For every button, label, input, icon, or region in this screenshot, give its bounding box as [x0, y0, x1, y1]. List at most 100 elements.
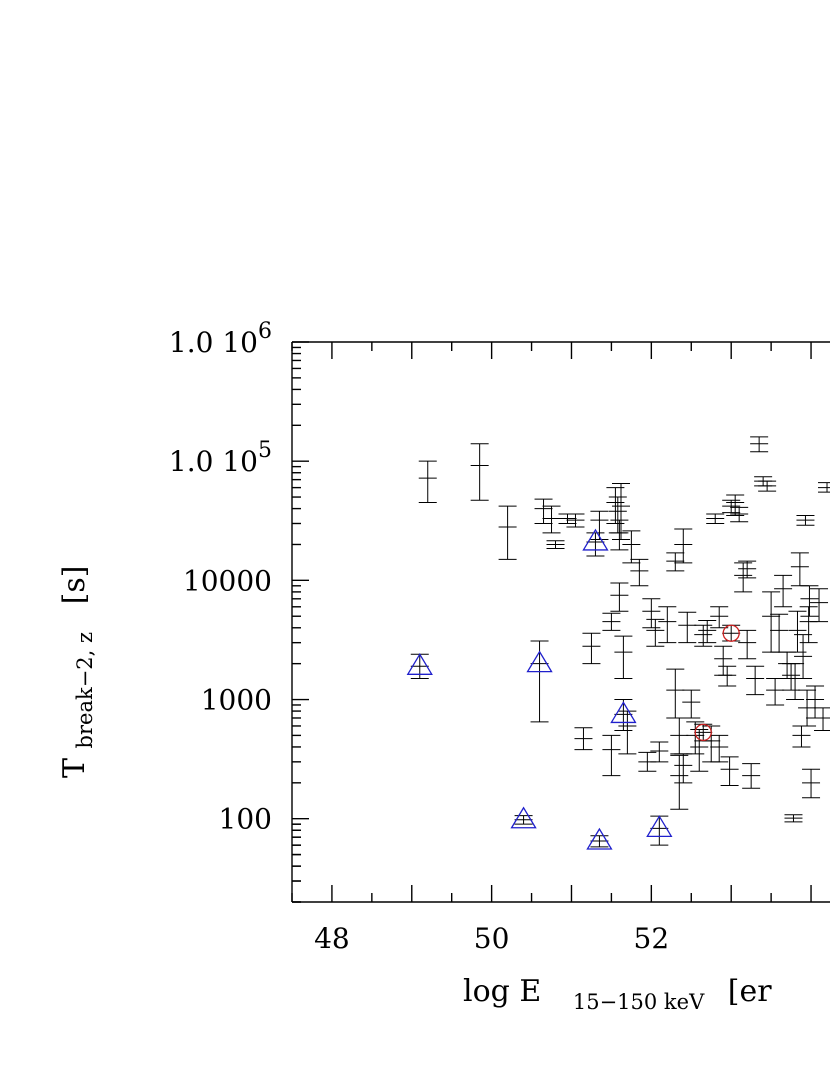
- data-point-cross: [766, 678, 785, 706]
- data-point-circle: [722, 624, 741, 642]
- y-axis-label-sub: break−2, z: [73, 632, 97, 749]
- data-point-cross: [686, 721, 705, 755]
- data-point-cross: [774, 574, 793, 608]
- data-point-cross: [610, 519, 629, 551]
- x-tick-label: 50: [474, 922, 510, 955]
- x-axis-label-unit: [er: [728, 974, 772, 1009]
- data-point-cross: [710, 734, 729, 763]
- data-point-cross: [786, 663, 805, 701]
- y-tick-base: 10: [222, 326, 258, 359]
- data-point-cross: [726, 494, 745, 517]
- data-point-cross: [618, 710, 637, 755]
- data-point-cross: [611, 482, 630, 541]
- data-point-cross: [788, 610, 807, 653]
- circle-marker: [694, 723, 712, 742]
- data-point-cross: [799, 606, 818, 644]
- data-point-triangle: [406, 653, 433, 680]
- data-point-cross: [498, 505, 517, 560]
- data-point-cross: [642, 598, 661, 629]
- data-point-cross: [534, 498, 553, 524]
- data-point-cross: [646, 618, 665, 647]
- data-point-cross: [658, 606, 677, 644]
- x-tick-label: 48: [314, 922, 350, 955]
- data-point-cross: [678, 611, 697, 644]
- data-point-cross: [566, 513, 585, 528]
- data-point-cross: [758, 480, 777, 492]
- x-axis-label-main: log E: [463, 974, 541, 1009]
- triangle-marker: [526, 650, 553, 673]
- data-point-cross: [590, 510, 609, 541]
- data-point-cross: [800, 585, 819, 617]
- y-tick-base: 10: [222, 445, 258, 478]
- data-point-cross: [418, 460, 437, 504]
- data-point-cross: [810, 588, 829, 623]
- y-tick-label: 100: [219, 803, 272, 836]
- data-point-cross: [738, 629, 757, 660]
- data-point-cross: [818, 482, 830, 493]
- data-point-triangle: [586, 827, 613, 850]
- data-point-cross: [746, 665, 765, 696]
- triangle-marker: [646, 815, 673, 837]
- data-point-cross: [674, 753, 693, 784]
- data-point-cross: [542, 505, 561, 534]
- data-point-cross: [802, 768, 821, 799]
- data-point-cross: [666, 552, 685, 572]
- data-point-cross: [806, 685, 825, 719]
- data-point-circle: [694, 723, 713, 742]
- y-axis-label-main: T: [57, 758, 92, 778]
- data-point-cross: [614, 635, 633, 680]
- x-axis-label: log E 15−150 keV [er: [463, 974, 772, 1017]
- y-tick-base: 10000: [183, 564, 272, 597]
- data-point-cross: [718, 665, 737, 687]
- data-point-cross: [738, 560, 757, 579]
- data-point-cross: [602, 612, 621, 631]
- y-tick-label: 1000: [201, 684, 272, 717]
- x-tick-label: 52: [634, 922, 670, 955]
- data-point-cross: [814, 707, 830, 731]
- data-point-cross: [730, 506, 749, 523]
- data-point-triangle: [610, 699, 637, 731]
- triangle-marker: [586, 827, 613, 850]
- minor-ticks: [291, 341, 812, 903]
- x-axis-label-sub: 15−150 keV: [573, 990, 705, 1014]
- data-point-cross: [666, 668, 685, 719]
- x-ticks: 48 50 52: [314, 922, 669, 955]
- data-point-cross: [790, 552, 809, 587]
- data-point-cross: [610, 582, 629, 612]
- y-axis-label-unit: [s]: [57, 566, 92, 605]
- data-point-triangle: [582, 528, 609, 557]
- data-point-cross: [682, 689, 701, 719]
- data-point-cross: [710, 606, 729, 629]
- data-point-cross: [742, 763, 761, 789]
- data-marks: [406, 436, 830, 850]
- y-tick-base: 1000: [201, 684, 272, 717]
- data-point-cross: [582, 632, 601, 665]
- y-tick-base: 100: [219, 803, 272, 836]
- data-point-cross: [470, 443, 489, 501]
- data-point-triangle: [646, 815, 673, 846]
- y-tick-exponent: 6: [258, 319, 272, 344]
- data-point-triangle: [526, 640, 553, 723]
- circle-marker: [722, 624, 740, 642]
- y-axis-label: T break−2, z [s]: [57, 566, 100, 778]
- data-point-cross: [794, 634, 813, 680]
- data-point-cross: [778, 651, 797, 680]
- data-point-cross: [690, 729, 709, 772]
- plot-frame: [291, 341, 830, 903]
- data-point-cross: [782, 663, 801, 691]
- data-point-cross: [720, 756, 739, 786]
- y-tick-label: 10000: [183, 564, 272, 597]
- data-point-cross: [706, 513, 725, 524]
- data-point-cross: [750, 436, 769, 453]
- data-point-cross: [784, 814, 803, 823]
- y-tick-exponent: 5: [258, 438, 272, 463]
- data-point-cross: [558, 513, 577, 524]
- y-tick-prefix: 1.0: [169, 326, 222, 359]
- data-point-cross: [630, 558, 649, 587]
- y-tick-label: 1.0 106: [169, 319, 272, 359]
- triangle-marker: [610, 701, 637, 724]
- data-point-triangle: [510, 806, 537, 829]
- data-point-cross: [770, 613, 789, 653]
